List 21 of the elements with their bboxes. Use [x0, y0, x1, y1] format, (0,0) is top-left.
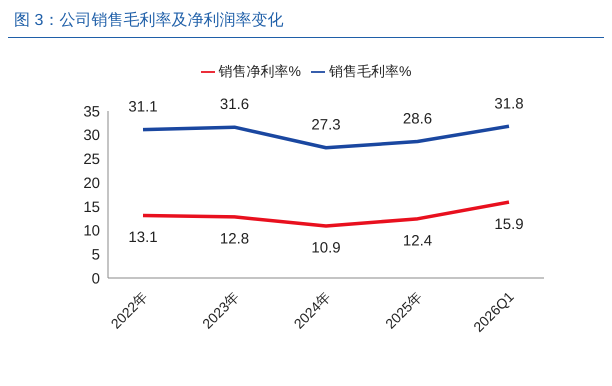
data-label: 12.8: [220, 230, 250, 248]
legend-label: 销售净利率%: [218, 63, 301, 79]
data-label: 13.1: [128, 229, 158, 246]
y-tick-label: 25: [83, 151, 100, 168]
data-label: 12.4: [402, 232, 432, 250]
data-label: 31.8: [494, 95, 524, 112]
data-label: 31.1: [128, 98, 158, 116]
legend-label: 销售毛利率%: [329, 63, 412, 79]
data-label: 15.9: [494, 216, 524, 233]
y-tick-label: 10: [83, 222, 100, 240]
y-tick-label: 30: [83, 127, 100, 144]
chart-title: 图 3：公司销售毛利率及净利润率变化: [8, 8, 604, 38]
data-label: 31.6: [220, 96, 250, 114]
y-tick-label: 5: [92, 246, 100, 264]
data-label: 27.3: [311, 116, 341, 134]
y-tick-label: 15: [83, 198, 100, 216]
y-tick-label: 0: [92, 270, 100, 288]
y-tick-label: 20: [83, 174, 100, 192]
y-tick-label: 35: [83, 103, 100, 120]
data-label: 10.9: [311, 240, 341, 257]
data-label: 28.6: [402, 110, 432, 128]
